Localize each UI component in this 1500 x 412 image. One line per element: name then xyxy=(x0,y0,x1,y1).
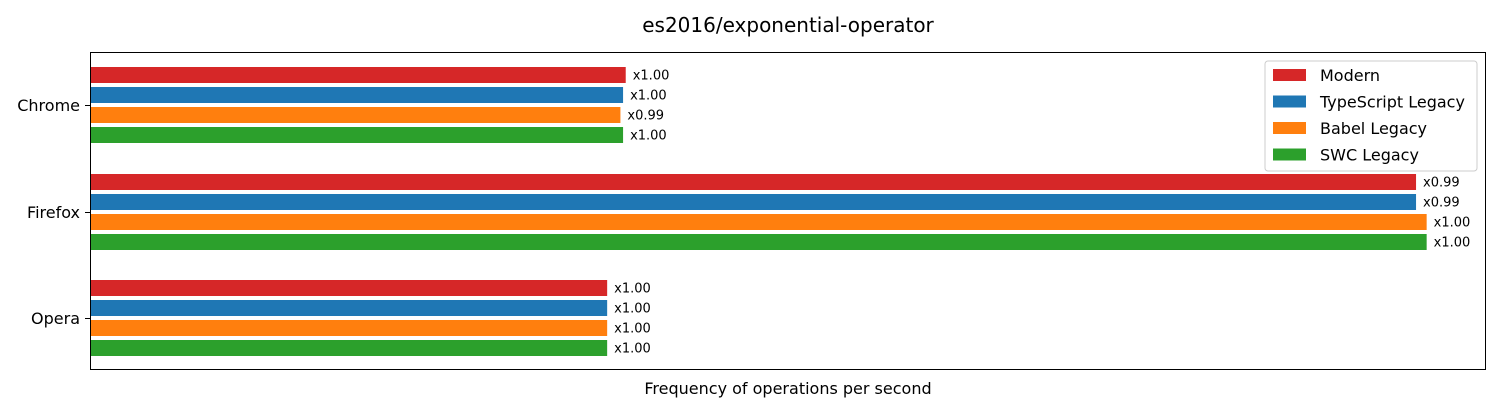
legend-swatch xyxy=(1273,69,1306,81)
bar-value-label: x0.99 xyxy=(627,109,664,124)
bar-value-label: x1.00 xyxy=(614,302,651,317)
y-axis: Chrome Firefox Opera xyxy=(17,96,90,328)
bar-firefox-typescript-legacy xyxy=(90,194,1417,210)
legend-box xyxy=(1264,60,1478,172)
bar-chrome-babel-legacy xyxy=(90,107,621,123)
bar-value-label: x1.00 xyxy=(630,89,667,104)
bar-value-label: x1.00 xyxy=(630,129,667,144)
bar-firefox-swc-legacy xyxy=(90,234,1427,250)
bar-opera-modern xyxy=(90,280,608,296)
bar-chrome-swc-legacy xyxy=(90,127,624,143)
bar-opera-swc-legacy xyxy=(90,340,608,356)
bar-value-label: x1.00 xyxy=(614,322,651,337)
bar-opera-babel-legacy xyxy=(90,320,608,336)
bar-value-label: x0.99 xyxy=(1423,176,1460,191)
chart-title: es2016/exponential-operator xyxy=(642,13,934,37)
legend-label: Modern xyxy=(1320,66,1380,85)
x-axis-label: Frequency of operations per second xyxy=(644,379,931,398)
legend-label: SWC Legacy xyxy=(1320,146,1419,165)
bar-chrome-typescript-legacy xyxy=(90,87,624,103)
bar-opera-typescript-legacy xyxy=(90,300,608,316)
legend: Modern TypeScript Legacy Babel Legacy SWC L… xyxy=(1264,60,1478,172)
plot-frame xyxy=(90,52,1486,370)
y-tick-label-opera: Opera xyxy=(31,309,80,328)
y-tick-label-firefox: Firefox xyxy=(27,203,80,222)
bar-chrome-modern xyxy=(90,67,626,83)
bar-value-label: x0.99 xyxy=(1423,196,1460,211)
legend-label: TypeScript Legacy xyxy=(1319,93,1465,112)
bar-value-label: x1.00 xyxy=(1434,216,1471,231)
legend-label: Babel Legacy xyxy=(1320,119,1427,138)
bar-value-label: x1.00 xyxy=(1434,236,1471,251)
legend-swatch xyxy=(1273,95,1306,108)
legend-swatch xyxy=(1273,122,1306,134)
y-tick-label-chrome: Chrome xyxy=(17,96,80,115)
bar-value-label: x1.00 xyxy=(633,69,670,84)
bar-value-label: x1.00 xyxy=(614,282,651,297)
bar-firefox-modern xyxy=(90,174,1417,190)
legend-swatch xyxy=(1273,148,1306,161)
bar-value-label: x1.00 xyxy=(614,342,651,357)
bars-group xyxy=(90,67,1427,356)
bar-firefox-babel-legacy xyxy=(90,214,1427,230)
bar-labels-group: x1.00 x1.00 x0.99 x1.00 x0.99 x0.99 x1.00 x1.00… xyxy=(614,69,1470,357)
